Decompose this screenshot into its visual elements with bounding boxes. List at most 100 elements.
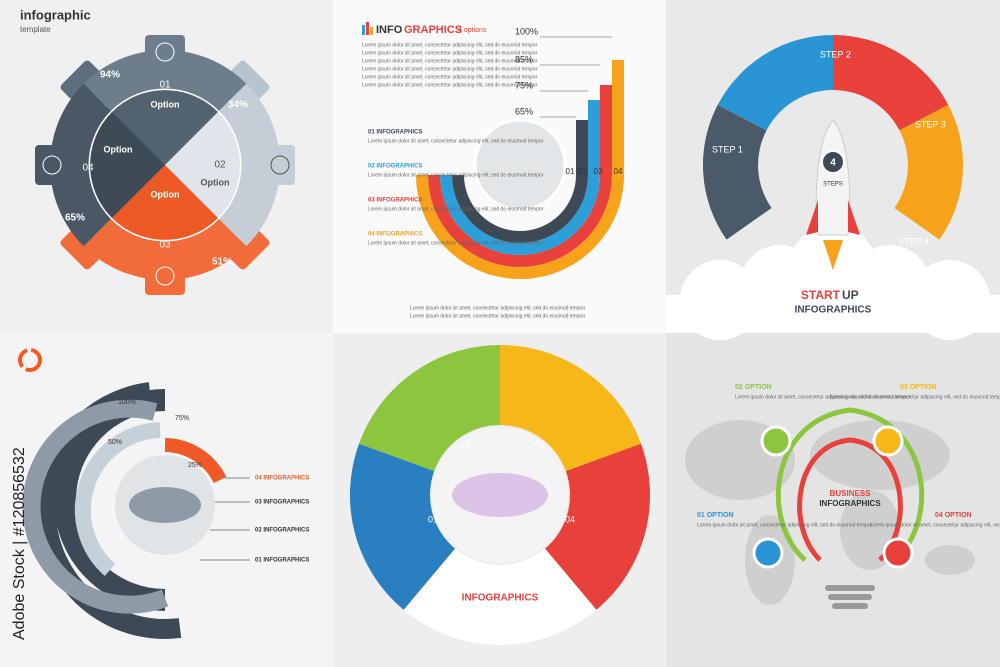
bulb-base (825, 585, 875, 609)
icon (872, 425, 904, 457)
option: Option (151, 99, 180, 109)
bar-arc (452, 120, 588, 243)
step-segment (702, 104, 772, 240)
percent: 85% (515, 54, 533, 64)
item: 02 INFOGRAPHICS (255, 528, 309, 534)
item: 03 INFOGRAPHICS (255, 500, 309, 506)
shape (666, 295, 1000, 333)
bar-arc (428, 85, 612, 267)
title: BUSINESS (830, 489, 872, 498)
title: INFO (376, 24, 403, 36)
percent: 75% (515, 80, 533, 90)
item: 04 INFOGRAPHICS (255, 476, 309, 482)
subtitle: INFOGRAPHICS (795, 305, 872, 316)
icon (155, 266, 175, 286)
option: Option (104, 144, 133, 154)
count: 4 (830, 158, 836, 169)
inner-slice (112, 90, 218, 165)
segment (500, 344, 641, 472)
lorem: Lorem ipsum dolor sit amet, consectetur … (368, 138, 544, 144)
option: Option (201, 177, 230, 187)
number: 04 (82, 163, 94, 174)
shape (366, 22, 369, 35)
panel-bg (666, 333, 1000, 667)
shape (925, 545, 975, 575)
option: 01 OPTION (697, 512, 734, 519)
shape (828, 594, 872, 600)
bulb-panel: BUSINESS INFOGRAPHICS 01 OPTION 02 OPTIO… (685, 384, 1000, 609)
gear-panel: infographic template 01 02 03 04 94% 34%… (20, 7, 295, 295)
item: 02 INFOGRAPHICS (368, 164, 422, 170)
shape (223, 60, 270, 107)
step: STEP 2 (820, 49, 851, 59)
porthole (821, 150, 845, 174)
map (452, 473, 548, 517)
percent: 51% (212, 257, 232, 268)
lorem: Lorem ipsum dolor sit amet, consectetur … (368, 172, 544, 178)
percent: 50% (108, 439, 122, 446)
icon (882, 537, 914, 569)
lorem: Lorem ipsum dolor sit amet, consectetur … (368, 240, 544, 246)
lorem: Lorem ipsum dolor sit amet, consectetur … (362, 50, 538, 56)
segment (349, 443, 455, 610)
flame (823, 240, 843, 270)
title: GRAPHICS (404, 24, 462, 36)
number: 03 (535, 439, 545, 449)
option: 03 OPTION (900, 384, 937, 391)
item: 04 INFOGRAPHICS (368, 232, 422, 238)
percent: 100% (515, 26, 538, 36)
lorem: Lorem ipsum dolor sit amet, consectetur … (410, 305, 586, 311)
icon (760, 425, 792, 457)
lorem: Lorem ipsum dolor sit amet, consectetur … (362, 66, 538, 72)
option: 02 OPTION (735, 384, 772, 391)
shape (825, 585, 875, 591)
step: STEP 4 (898, 236, 929, 246)
percent: 65% (65, 213, 85, 224)
number: 02 (460, 439, 470, 449)
lorem: Lorem ipsum dolor sit amet, consectetur … (830, 394, 1000, 400)
inner-slice (90, 112, 165, 218)
inner-ring (88, 88, 242, 242)
number: 04 (614, 167, 623, 176)
number: 03 (594, 167, 603, 176)
shape (223, 223, 270, 270)
shape (370, 27, 373, 35)
number: 02 (578, 167, 587, 176)
shape (540, 36, 612, 118)
shape (60, 223, 107, 270)
step-segment (894, 104, 964, 240)
item: 03 INFOGRAPHICS (368, 198, 422, 204)
shape (60, 60, 107, 107)
logo (18, 348, 42, 372)
shape (200, 477, 250, 561)
lorem: Lorem ipsum dolor sit amet, consectetur … (362, 58, 538, 64)
step-segment (717, 35, 833, 131)
options: 4 options (458, 27, 487, 34)
map (129, 487, 201, 523)
lorem: Lorem ipsum dolor sit amet, consectetur … (362, 82, 538, 88)
lorem: Lorem ipsum dolor sit amet, consectetur … (362, 42, 538, 48)
percent: 34% (228, 100, 248, 111)
icon (155, 42, 175, 62)
bulb-outline (775, 407, 925, 562)
lorem: Lorem ipsum dolor sit amet, consectetur … (410, 313, 586, 319)
percent: 65% (515, 106, 533, 116)
number: 04 (565, 514, 575, 524)
icon (752, 537, 784, 569)
step: STEP 1 (712, 144, 743, 154)
percent: 25% (188, 462, 202, 469)
bar-arc (440, 100, 600, 255)
icon (270, 155, 290, 175)
bulb-outline (797, 437, 903, 562)
percent: 75% (175, 415, 189, 422)
number: 03 (159, 240, 171, 251)
segment (359, 345, 500, 472)
ring (164, 438, 227, 484)
count-label: STEPS (823, 182, 843, 188)
title: infographic (20, 7, 91, 22)
inner-slice (165, 112, 240, 218)
lorem: Lorem ipsum dolor sit amet, consectetur … (362, 74, 538, 80)
lorem: Lorem ipsum dolor sit amet, consectetur … (870, 522, 1000, 528)
rocket-panel: STEP 1 STEP 2 STEP 3 STEP 4 4 STEPS STAR… (666, 34, 1000, 340)
